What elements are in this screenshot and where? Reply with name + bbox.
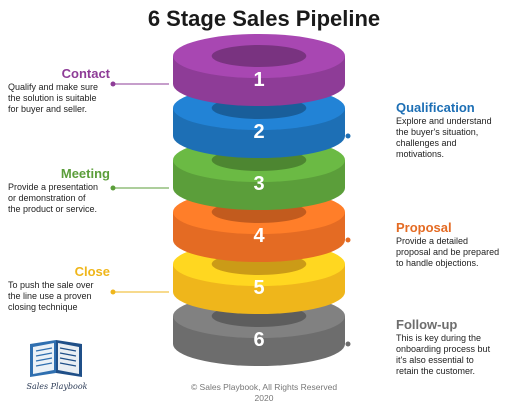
desc-line: it's also essential to xyxy=(396,355,474,365)
connector-dot xyxy=(345,341,351,347)
stage-name: Follow-up xyxy=(396,317,458,332)
layer-inner xyxy=(211,45,307,67)
stage-name: Contact xyxy=(61,66,110,81)
stage-number: 2 xyxy=(253,121,264,143)
stage-number: 1 xyxy=(253,69,264,91)
stage-meeting-label: Meeting Provide a presentation or demons… xyxy=(8,166,110,215)
desc-line: This is key during the xyxy=(396,333,482,343)
stage-description: Qualify and make sure the solution is su… xyxy=(8,82,110,115)
stage-proposal-label: Proposal Provide a detailed proposal and… xyxy=(396,220,520,269)
desc-line: proposal and be prepared xyxy=(396,247,500,257)
desc-line: the buyer's situation, xyxy=(396,127,479,137)
stage-number: 4 xyxy=(253,225,265,247)
stage-name: Proposal xyxy=(396,220,452,235)
desc-line: Provide a presentation xyxy=(8,182,99,192)
desc-line: for buyer and seller. xyxy=(8,104,88,114)
desc-line: motivations. xyxy=(396,149,445,159)
stage-name: Meeting xyxy=(60,166,110,181)
page-title: 6 Stage Sales Pipeline xyxy=(147,6,381,31)
desc-line: to handle objections. xyxy=(396,258,479,268)
stage-contact-label: Contact Qualify and make sure the soluti… xyxy=(8,66,110,115)
stage-description: To push the sale over the line use a pro… xyxy=(8,280,110,313)
stage-name: Close xyxy=(74,264,110,279)
stage-number: 6 xyxy=(253,329,264,351)
copyright-line: © Sales Playbook, All Rights Reserved xyxy=(190,382,338,392)
desc-line: Qualify and make sure xyxy=(8,82,99,92)
desc-line: retain the customer. xyxy=(396,366,476,376)
desc-line: Provide a detailed xyxy=(396,236,469,246)
stage-layer: 1 xyxy=(173,34,345,106)
desc-line: or demonstration of xyxy=(8,193,86,203)
desc-line: challenges and xyxy=(396,138,457,148)
connector-dot xyxy=(110,185,116,191)
connector-dot xyxy=(345,133,351,139)
desc-line: onboarding process but xyxy=(396,344,491,354)
stage-close-label: Close To push the sale over the line use… xyxy=(8,264,110,313)
connector-dot xyxy=(345,237,351,243)
logo-text: Sales Playbook xyxy=(26,382,88,391)
desc-line: the product or service. xyxy=(8,204,98,214)
stage-number: 3 xyxy=(253,173,264,195)
copyright-footer: © Sales Playbook, All Rights Reserved 20… xyxy=(0,382,528,404)
connector-dot xyxy=(110,81,116,87)
desc-line: Explore and understand xyxy=(396,116,492,126)
stage-description: Provide a presentation or demonstration … xyxy=(8,182,110,215)
connector-dot xyxy=(110,289,116,295)
stage-followup-label: Follow-up This is key during the onboard… xyxy=(396,317,520,377)
stage-qualification-label: Qualification Explore and understand the… xyxy=(396,100,520,160)
stage-layer: 2 xyxy=(173,86,345,158)
desc-line: closing technique xyxy=(8,302,78,312)
desc-line: the line use a proven xyxy=(8,291,92,301)
desc-line: To push the sale over xyxy=(8,280,94,290)
desc-line: the solution is suitable xyxy=(8,93,97,103)
copyright-year: 2020 xyxy=(254,393,274,403)
stage-number: 5 xyxy=(253,277,264,299)
open-book-icon xyxy=(30,340,82,377)
stage-name: Qualification xyxy=(396,100,475,115)
